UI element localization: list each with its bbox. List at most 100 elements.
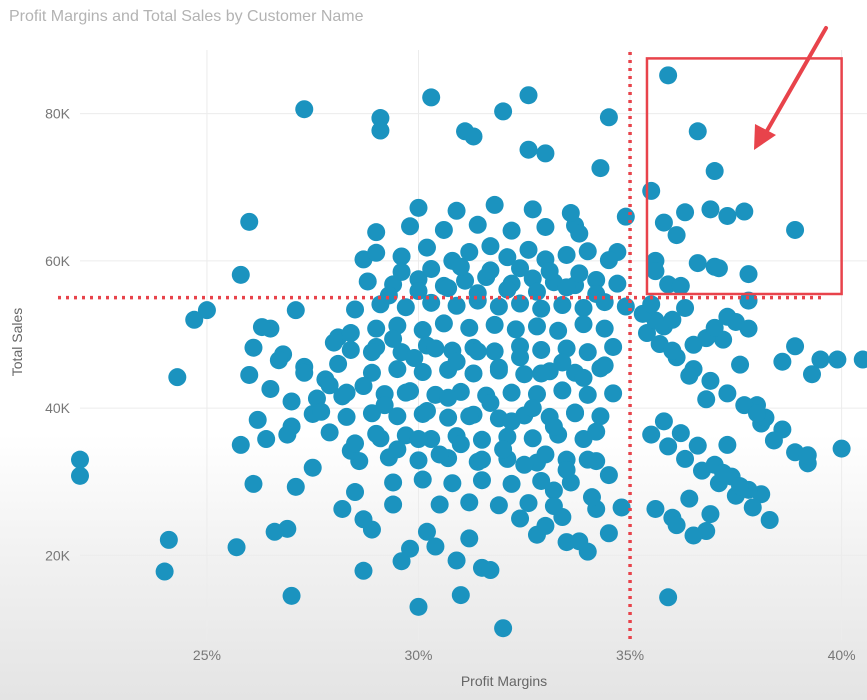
- data-point: [667, 226, 686, 245]
- data-point: [604, 337, 623, 356]
- data-point: [405, 349, 424, 368]
- data-point: [485, 315, 504, 334]
- data-point: [566, 404, 585, 423]
- data-point: [591, 407, 610, 426]
- x-tick-label: 25%: [193, 647, 221, 663]
- data-point: [341, 340, 360, 359]
- data-point: [709, 259, 728, 278]
- data-point: [570, 264, 589, 283]
- data-point: [320, 376, 339, 395]
- data-point: [481, 561, 500, 580]
- data-point: [718, 435, 737, 454]
- data-point: [688, 122, 707, 141]
- data-point: [536, 516, 555, 535]
- data-point: [244, 474, 263, 493]
- data-point: [362, 343, 381, 362]
- data-point: [244, 338, 263, 357]
- data-point: [798, 446, 817, 465]
- data-point: [231, 435, 250, 454]
- data-point: [439, 388, 458, 407]
- data-point: [701, 371, 720, 390]
- data-point: [718, 206, 737, 225]
- data-point: [413, 321, 432, 340]
- data-point: [417, 402, 436, 421]
- y-tick-label: 40K: [45, 400, 71, 416]
- y-axis-title: Total Sales: [9, 308, 25, 376]
- data-point: [511, 259, 530, 278]
- data-point: [553, 296, 572, 315]
- data-point: [447, 201, 466, 220]
- data-point: [731, 355, 750, 374]
- data-point: [417, 238, 436, 257]
- data-point: [439, 279, 458, 298]
- data-point: [367, 319, 386, 338]
- data-point: [159, 530, 178, 549]
- data-point: [532, 340, 551, 359]
- data-point: [519, 86, 538, 105]
- data-point: [252, 318, 271, 337]
- data-point: [485, 195, 504, 214]
- data-point: [574, 298, 593, 317]
- data-point: [802, 365, 821, 384]
- data-point: [544, 497, 563, 516]
- data-point: [735, 202, 754, 221]
- data-point: [536, 217, 555, 236]
- data-point: [468, 284, 487, 303]
- data-point: [422, 430, 441, 449]
- data-point: [688, 436, 707, 455]
- data-point: [451, 435, 470, 454]
- data-point: [701, 200, 720, 219]
- data-point: [532, 471, 551, 490]
- data-point: [659, 588, 678, 607]
- data-point: [659, 437, 678, 456]
- data-point: [557, 533, 576, 552]
- data-point: [587, 271, 606, 289]
- data-point: [832, 439, 851, 458]
- data-point: [553, 381, 572, 400]
- data-point: [561, 204, 580, 223]
- data-point: [388, 360, 407, 379]
- data-point: [642, 295, 661, 314]
- data-point: [599, 524, 618, 543]
- data-point: [430, 445, 449, 464]
- data-point: [434, 314, 453, 333]
- data-point: [464, 127, 483, 146]
- data-point: [71, 450, 89, 469]
- data-point: [574, 368, 593, 387]
- data-point: [544, 481, 563, 500]
- x-axis-ticks: 25% 30% 35% 40%: [193, 647, 856, 663]
- data-point: [519, 240, 538, 259]
- data-point: [731, 477, 750, 496]
- data-point: [608, 274, 627, 293]
- data-point: [743, 498, 762, 517]
- data-point: [726, 312, 745, 331]
- data-point: [409, 282, 428, 301]
- data-point: [494, 440, 513, 459]
- data-point: [747, 404, 766, 423]
- data-point: [544, 417, 563, 436]
- data-point: [557, 460, 576, 479]
- data-point: [489, 358, 508, 377]
- data-point: [434, 220, 453, 239]
- data-point: [426, 537, 445, 556]
- data-point: [409, 430, 428, 449]
- data-point: [295, 100, 314, 119]
- data-point: [265, 522, 284, 541]
- data-point: [646, 499, 665, 518]
- data-point: [269, 351, 288, 370]
- data-point: [392, 262, 411, 281]
- data-point: [417, 522, 436, 541]
- data-point: [430, 495, 449, 514]
- data-point: [227, 538, 246, 557]
- data-point: [481, 237, 500, 256]
- data-point: [502, 412, 521, 431]
- data-point: [739, 291, 758, 310]
- data-point: [502, 474, 521, 493]
- data-point: [286, 301, 305, 320]
- data-points: [71, 66, 867, 638]
- data-point: [502, 383, 521, 402]
- data-point: [401, 217, 420, 236]
- data-point: [714, 463, 733, 482]
- data-point: [705, 318, 724, 337]
